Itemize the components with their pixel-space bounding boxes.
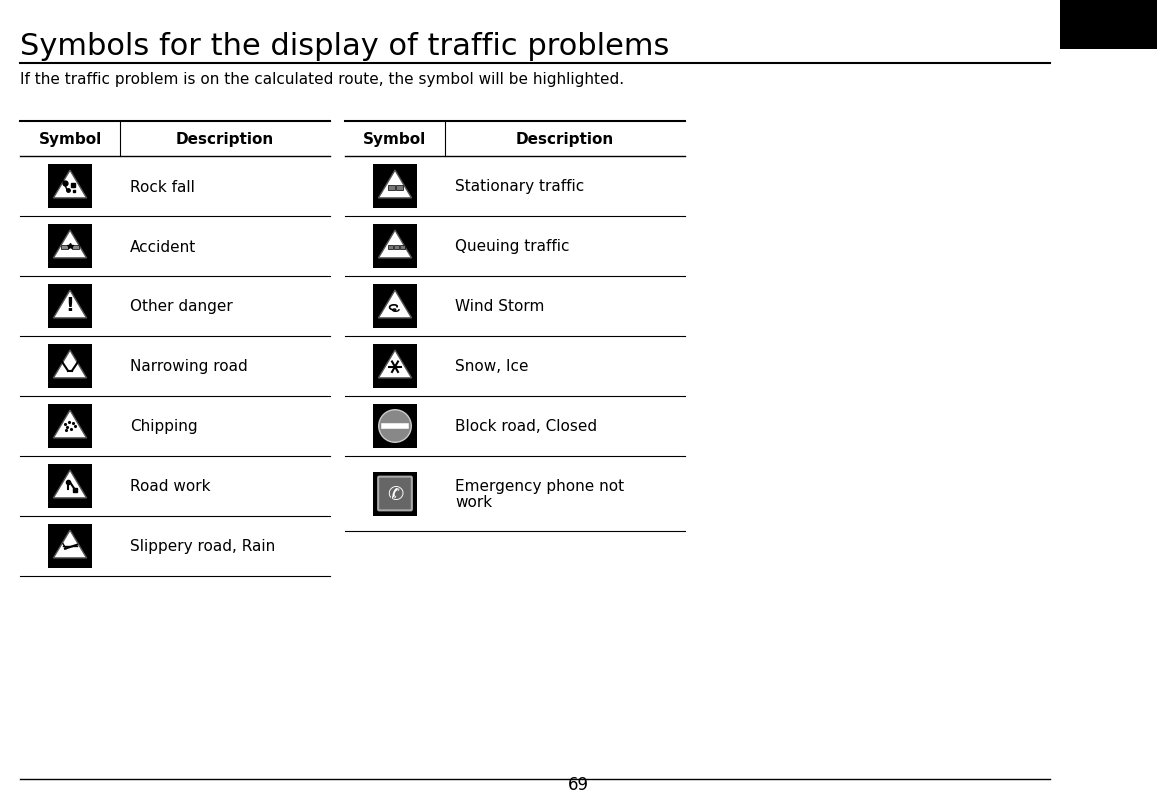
Bar xyxy=(388,186,395,191)
Bar xyxy=(47,165,93,208)
Polygon shape xyxy=(378,291,412,319)
Polygon shape xyxy=(53,231,87,259)
Text: ✆: ✆ xyxy=(386,484,403,504)
Bar xyxy=(47,225,93,268)
Bar xyxy=(47,345,93,388)
Bar xyxy=(61,246,68,250)
Text: 69: 69 xyxy=(567,775,589,793)
Bar xyxy=(47,525,93,569)
Polygon shape xyxy=(53,470,87,498)
FancyBboxPatch shape xyxy=(378,477,412,511)
Bar xyxy=(373,285,417,328)
Bar xyxy=(47,285,93,328)
Polygon shape xyxy=(53,291,87,319)
Bar xyxy=(47,465,93,508)
Bar xyxy=(373,405,417,448)
Text: Symbols for the display of traffic problems: Symbols for the display of traffic probl… xyxy=(20,32,670,61)
Text: Description: Description xyxy=(176,132,274,147)
Text: Narrowing road: Narrowing road xyxy=(130,359,248,374)
Polygon shape xyxy=(378,350,412,379)
Text: If the traffic problem is on the calculated route, the symbol will be highlighte: If the traffic problem is on the calcula… xyxy=(20,72,624,87)
Text: Slippery road, Rain: Slippery road, Rain xyxy=(130,539,275,554)
Polygon shape xyxy=(53,171,87,199)
Bar xyxy=(47,405,93,448)
Text: Emergency phone not: Emergency phone not xyxy=(455,478,624,493)
Text: !: ! xyxy=(66,296,74,315)
Text: Other danger: Other danger xyxy=(130,299,233,314)
Bar xyxy=(395,246,399,250)
Polygon shape xyxy=(378,231,412,259)
Bar xyxy=(388,246,393,250)
Bar xyxy=(396,186,403,191)
Bar xyxy=(373,345,417,388)
Text: Block road, Closed: Block road, Closed xyxy=(455,419,597,434)
Polygon shape xyxy=(53,530,87,558)
Text: Chipping: Chipping xyxy=(130,419,198,434)
Polygon shape xyxy=(53,350,87,379)
Bar xyxy=(373,472,417,516)
Bar xyxy=(400,246,405,250)
Text: Queuing traffic: Queuing traffic xyxy=(455,239,569,254)
Text: Wind Storm: Wind Storm xyxy=(455,299,545,314)
Bar xyxy=(373,225,417,268)
Bar xyxy=(72,246,79,250)
Text: Symbol: Symbol xyxy=(363,132,427,147)
Text: Road work: Road work xyxy=(130,479,211,494)
Text: Description: Description xyxy=(516,132,614,147)
Polygon shape xyxy=(378,171,412,199)
Text: Accident: Accident xyxy=(130,239,197,254)
Bar xyxy=(1060,0,1157,50)
Bar xyxy=(373,165,417,208)
Text: work: work xyxy=(455,495,492,509)
Text: Snow, Ice: Snow, Ice xyxy=(455,359,529,374)
Text: Symbol: Symbol xyxy=(38,132,102,147)
Circle shape xyxy=(378,410,411,443)
Text: Rock fall: Rock fall xyxy=(130,179,194,195)
Polygon shape xyxy=(53,410,87,439)
Text: Stationary traffic: Stationary traffic xyxy=(455,179,584,195)
